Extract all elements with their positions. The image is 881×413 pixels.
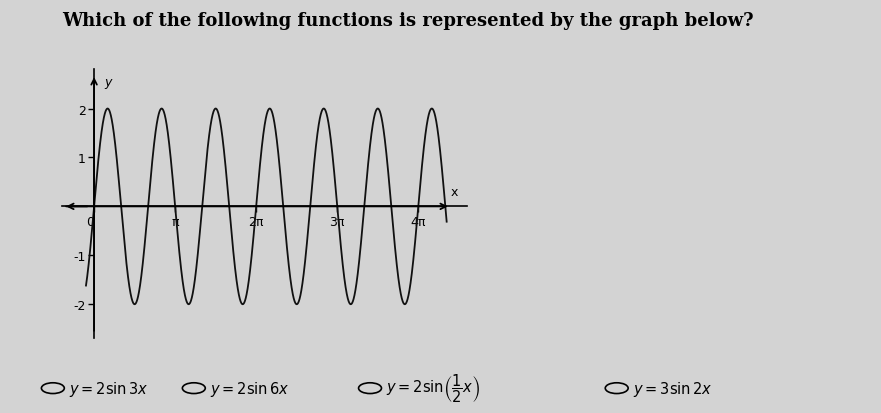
Text: $y = 2\sin 3x$: $y = 2\sin 3x$ [69, 379, 148, 398]
Text: $y = 2\sin\!\left(\dfrac{1}{2}x\right)$: $y = 2\sin\!\left(\dfrac{1}{2}x\right)$ [386, 372, 480, 404]
Text: y: y [104, 76, 111, 89]
Text: Which of the following functions is represented by the graph below?: Which of the following functions is repr… [62, 12, 753, 30]
Text: x: x [451, 185, 458, 198]
Text: $y = 3\sin 2x$: $y = 3\sin 2x$ [633, 379, 712, 398]
Text: $y = 2\sin 6x$: $y = 2\sin 6x$ [210, 379, 289, 398]
